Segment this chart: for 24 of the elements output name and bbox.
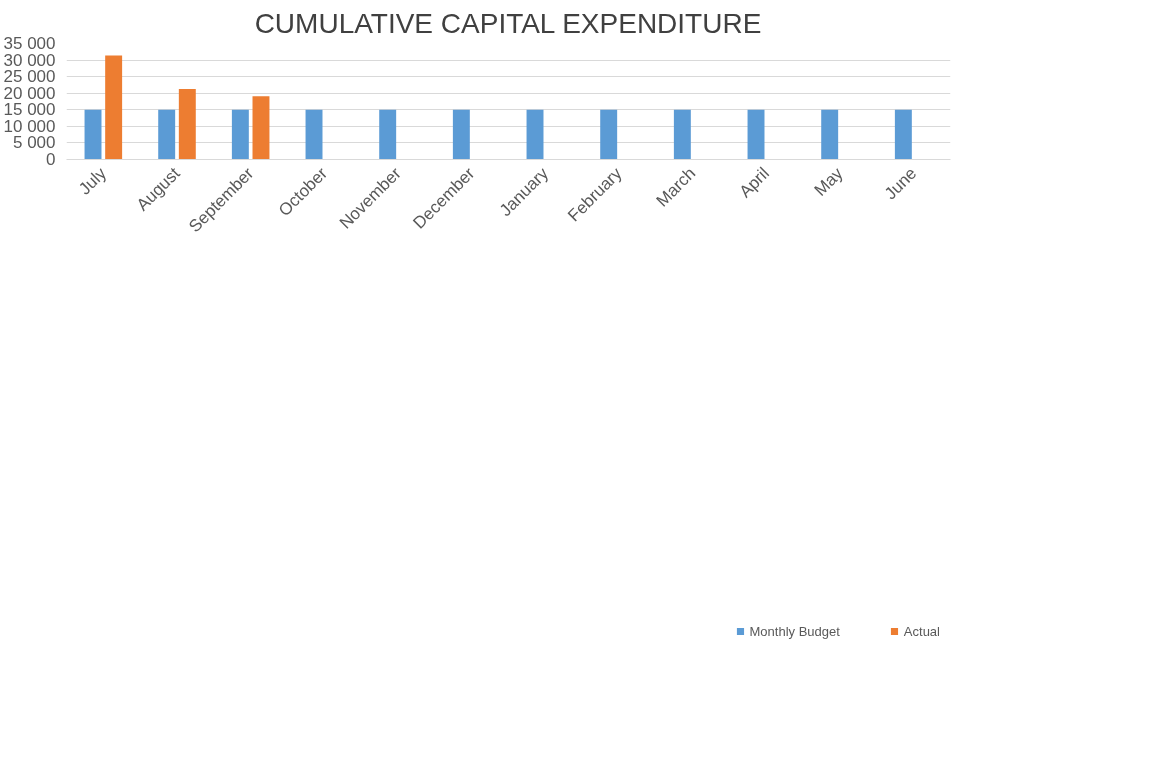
y-tick-label: 0 [46, 150, 56, 169]
bar [600, 109, 618, 160]
bar [231, 109, 249, 160]
bar [747, 109, 765, 160]
y-tick-label: 35 000 [3, 34, 56, 53]
legend-label: Actual [903, 623, 940, 639]
bar [821, 109, 839, 160]
bar [526, 109, 544, 160]
bar [252, 96, 270, 160]
bar [158, 109, 176, 160]
bar [178, 88, 196, 160]
y-tick-label: 30 000 [3, 50, 56, 70]
bar [452, 109, 470, 160]
bar [894, 109, 912, 160]
bar [673, 109, 691, 160]
x-tick-label: July [75, 163, 111, 199]
bar [84, 109, 102, 160]
legend-label: Monthly Budget [749, 623, 840, 639]
bar [305, 109, 323, 160]
x-tick-label: May [810, 163, 848, 200]
bar [105, 55, 123, 160]
y-tick-label: 5 000 [12, 133, 56, 153]
chart-title: CUMULATIVE CAPITAL EXPENDITURE [254, 7, 762, 39]
bar [379, 109, 397, 160]
